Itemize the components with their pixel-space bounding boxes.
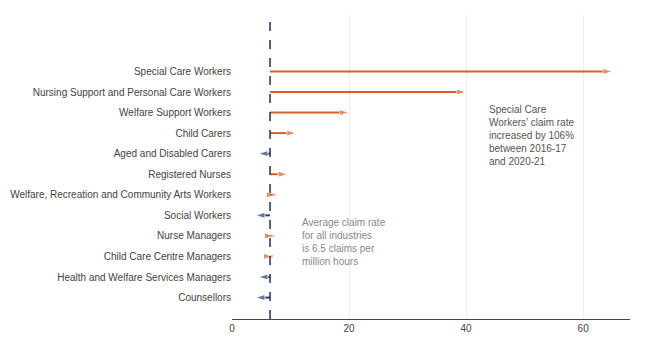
svg-text:Average claim ratefor all indu: Average claim ratefor all industriesis 6… xyxy=(302,217,386,267)
svg-text:Registered Nurses: Registered Nurses xyxy=(148,169,231,180)
svg-text:Social Workers: Social Workers xyxy=(164,210,231,221)
svg-text:0: 0 xyxy=(229,323,235,334)
svg-text:Child Care Centre Managers: Child Care Centre Managers xyxy=(104,251,231,262)
svg-text:60: 60 xyxy=(578,323,590,334)
svg-text:Nurse Managers: Nurse Managers xyxy=(157,230,231,241)
svg-text:40: 40 xyxy=(461,323,473,334)
svg-text:Aged and Disabled Carers: Aged and Disabled Carers xyxy=(114,148,231,159)
svg-text:Welfare, Recreation and Commun: Welfare, Recreation and Community Arts W… xyxy=(10,189,231,200)
svg-text:Child Carers: Child Carers xyxy=(175,128,231,139)
svg-text:Special CareWorkers’ claim rat: Special CareWorkers’ claim rateincreased… xyxy=(489,104,574,167)
svg-text:Health and Welfare Services Ma: Health and Welfare Services Managers xyxy=(57,272,231,283)
svg-text:Special Care Workers: Special Care Workers xyxy=(134,66,231,77)
svg-text:Counsellors: Counsellors xyxy=(178,292,231,303)
svg-text:Nursing Support and Personal C: Nursing Support and Personal Care Worker… xyxy=(33,87,231,98)
svg-text:Welfare Support Workers: Welfare Support Workers xyxy=(119,107,231,118)
svg-text:20: 20 xyxy=(343,323,355,334)
